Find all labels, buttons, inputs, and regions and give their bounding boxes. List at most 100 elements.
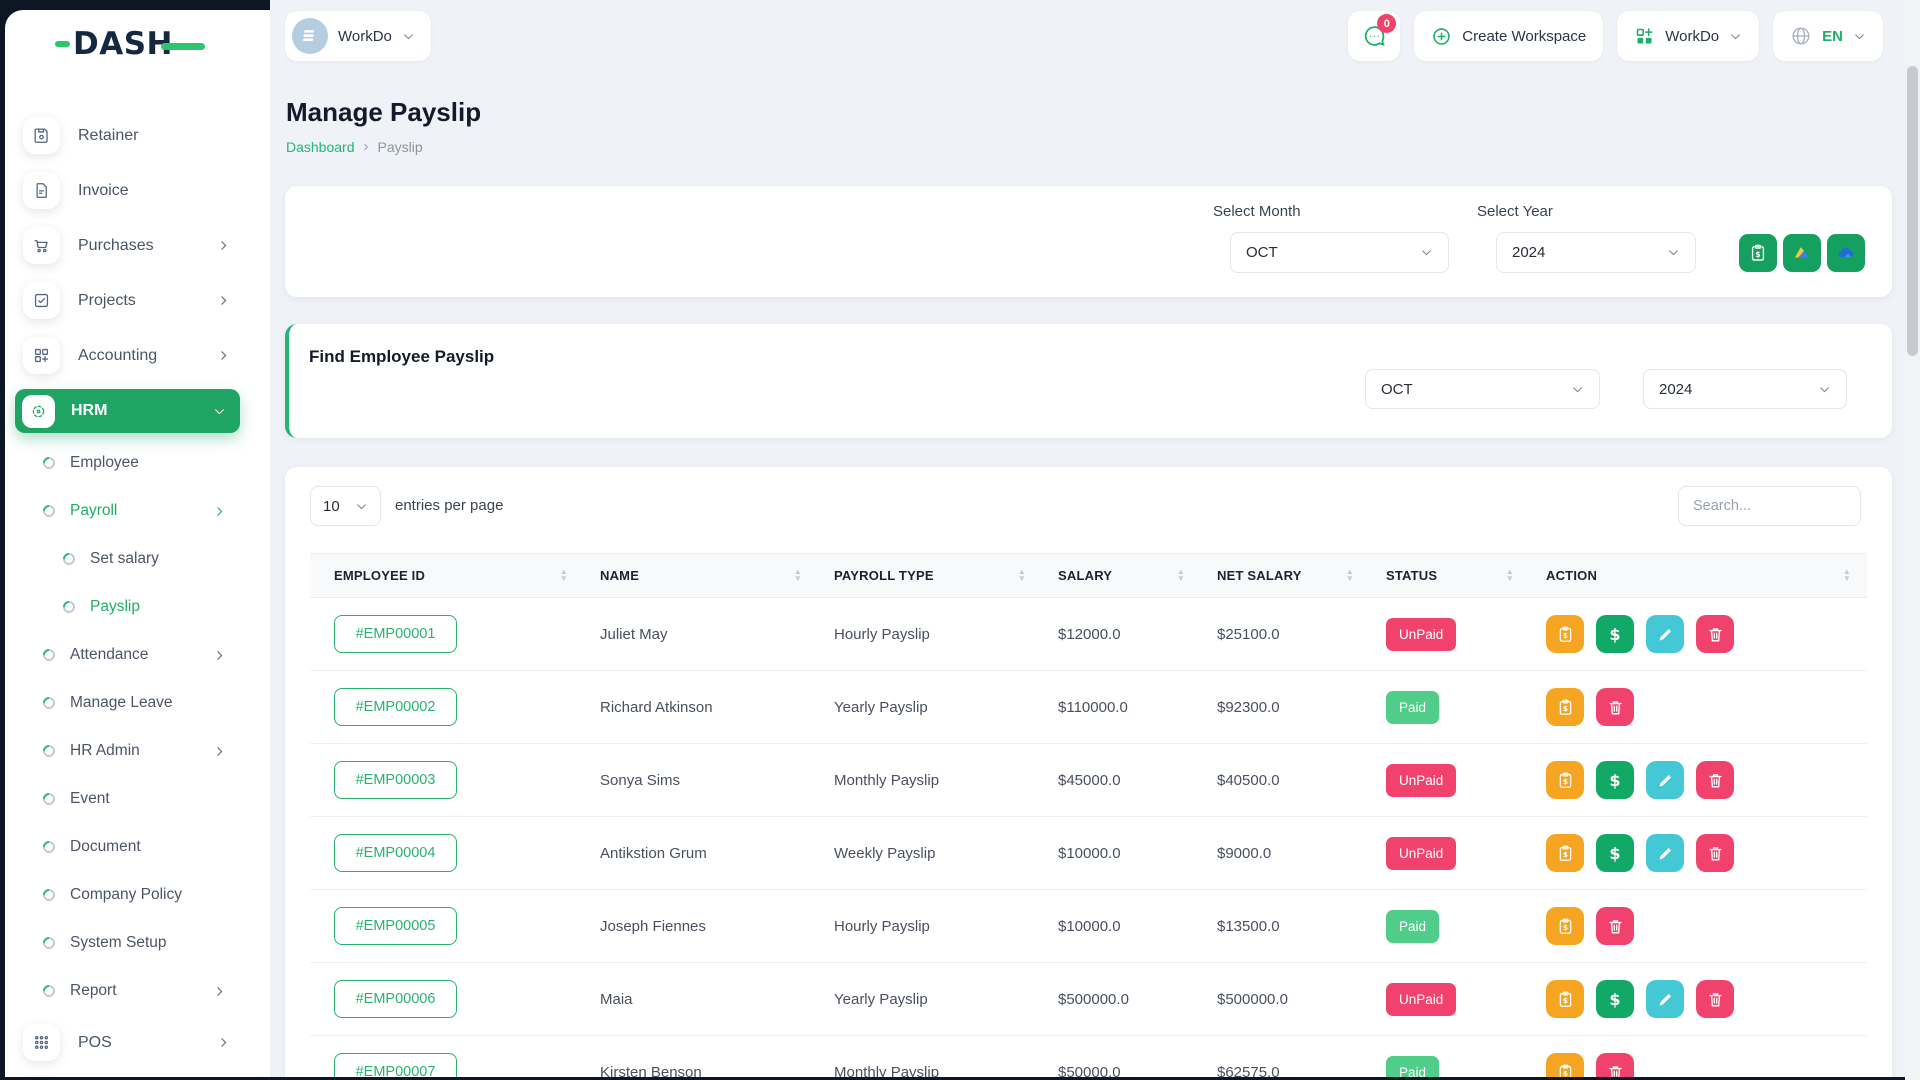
- bullet-icon: [40, 646, 58, 664]
- payslip-button[interactable]: $: [1546, 980, 1584, 1018]
- svg-text:$: $: [1563, 923, 1568, 932]
- sidebar-item-attendance[interactable]: Attendance: [5, 631, 270, 679]
- scrollbar-thumb[interactable]: [1907, 66, 1918, 356]
- pay-button[interactable]: $: [1596, 834, 1634, 872]
- grid-plus-icon: [23, 337, 60, 374]
- row-actions: $ $: [1546, 761, 1867, 799]
- sidebar-item-crm[interactable]: CRM: [5, 1070, 270, 1077]
- delete-button[interactable]: [1696, 615, 1734, 653]
- invoice-icon: [23, 172, 60, 209]
- sidebar-item-payslip[interactable]: Payslip: [5, 583, 270, 631]
- column-header-net-salary[interactable]: NET SALARY ▲ ▼: [1217, 567, 1354, 583]
- table-row: #EMP00001 Juliet May Hourly Payslip $120…: [310, 598, 1867, 671]
- sort-icon[interactable]: ▲ ▼: [793, 567, 802, 583]
- dash-logo[interactable]: DASH: [55, 26, 270, 62]
- sort-icon[interactable]: ▲ ▼: [1176, 567, 1185, 583]
- sidebar-item-projects[interactable]: Projects: [5, 273, 270, 328]
- payslip-button[interactable]: $: [1546, 615, 1584, 653]
- sidebar-item-event[interactable]: Event: [5, 775, 270, 823]
- onedrive-button[interactable]: [1827, 234, 1865, 272]
- employee-name: Kirsten Benson: [600, 1063, 702, 1078]
- payslip-filter-card: Select Month OCT Select Year 2024 $: [285, 186, 1892, 297]
- create-workspace-button[interactable]: Create Workspace: [1414, 11, 1604, 61]
- sort-icon[interactable]: ▲ ▼: [1017, 567, 1026, 583]
- delete-button[interactable]: [1696, 980, 1734, 1018]
- status-badge: Paid: [1386, 690, 1440, 724]
- trash-icon: [1608, 700, 1622, 715]
- employee-id-badge[interactable]: #EMP00007: [334, 1053, 457, 1077]
- employee-id-badge[interactable]: #EMP00005: [334, 907, 457, 945]
- google-drive-button[interactable]: [1783, 234, 1821, 272]
- sidebar-item-invoice[interactable]: Invoice: [5, 163, 270, 218]
- salary: $500000.0: [1058, 990, 1129, 1008]
- sidebar-item-company-policy[interactable]: Company Policy: [5, 871, 270, 919]
- employee-id-badge[interactable]: #EMP00006: [334, 980, 457, 1018]
- sort-icon[interactable]: ▲ ▼: [559, 567, 568, 583]
- employee-id-badge[interactable]: #EMP00004: [334, 834, 457, 872]
- column-header-payroll-type[interactable]: PAYROLL TYPE ▲ ▼: [834, 567, 1026, 583]
- find-year-select[interactable]: 2024: [1643, 369, 1847, 409]
- delete-button[interactable]: [1696, 761, 1734, 799]
- employee-name: Richard Atkinson: [600, 698, 713, 716]
- svg-text:$: $: [1755, 250, 1760, 259]
- payslip-button[interactable]: $: [1546, 834, 1584, 872]
- sidebar-item-system-setup[interactable]: System Setup: [5, 919, 270, 967]
- sidebar-item-set-salary[interactable]: Set salary: [5, 535, 270, 583]
- employee-id-badge[interactable]: #EMP00002: [334, 688, 457, 726]
- sidebar-item-employee[interactable]: Employee: [5, 439, 270, 487]
- pay-button[interactable]: $: [1596, 615, 1634, 653]
- breadcrumb-dashboard-link[interactable]: Dashboard: [286, 138, 355, 155]
- column-header-status[interactable]: STATUS ▲ ▼: [1386, 567, 1514, 583]
- delete-button[interactable]: [1596, 688, 1634, 726]
- workdo-menu-button[interactable]: WorkDo: [1617, 11, 1760, 61]
- edit-button[interactable]: [1646, 834, 1684, 872]
- column-header-employee-id[interactable]: EMPLOYEE ID ▲ ▼: [334, 567, 568, 583]
- edit-button[interactable]: [1646, 761, 1684, 799]
- sort-icon[interactable]: ▲ ▼: [1842, 567, 1851, 583]
- sort-icon[interactable]: ▲ ▼: [1505, 567, 1514, 583]
- entries-per-page-select[interactable]: 10: [310, 486, 381, 526]
- row-actions: $ $: [1546, 615, 1867, 653]
- payroll-type: Yearly Payslip: [834, 698, 928, 716]
- sidebar-item-payroll[interactable]: Payroll: [5, 487, 270, 535]
- sidebar-item-accounting[interactable]: Accounting: [5, 328, 270, 383]
- column-header-name[interactable]: NAME ▲ ▼: [600, 567, 802, 583]
- payslip-button[interactable]: $: [1546, 688, 1584, 726]
- edit-button[interactable]: [1646, 980, 1684, 1018]
- delete-button[interactable]: [1596, 1053, 1634, 1077]
- breadcrumb-current: Payslip: [377, 138, 423, 155]
- payslip-button[interactable]: $: [1546, 1053, 1584, 1077]
- workspace-switcher[interactable]: WorkDo: [285, 11, 431, 61]
- language-selector[interactable]: EN: [1773, 11, 1883, 61]
- column-header-action[interactable]: ACTION ▲ ▼: [1546, 567, 1851, 583]
- sidebar-item-hrm[interactable]: HRM: [5, 383, 270, 439]
- sidebar-item-hr-admin[interactable]: HR Admin: [5, 727, 270, 775]
- delete-button[interactable]: [1596, 907, 1634, 945]
- sidebar-item-pos[interactable]: POS: [5, 1015, 270, 1070]
- page-scrollbar[interactable]: [1905, 0, 1920, 1080]
- delete-button[interactable]: [1696, 834, 1734, 872]
- sidebar-item-document[interactable]: Document: [5, 823, 270, 871]
- pay-button[interactable]: $: [1596, 980, 1634, 1018]
- floppy-icon: [23, 117, 60, 154]
- pay-button[interactable]: $: [1596, 761, 1634, 799]
- payslip-button[interactable]: $: [1546, 761, 1584, 799]
- find-month-select[interactable]: OCT: [1365, 369, 1600, 409]
- year-select[interactable]: 2024: [1496, 232, 1696, 273]
- sort-icon[interactable]: ▲ ▼: [1345, 567, 1354, 583]
- sidebar-item-retainer[interactable]: Retainer: [5, 108, 270, 163]
- payslip-button[interactable]: $: [1546, 907, 1584, 945]
- employee-id-badge[interactable]: #EMP00001: [334, 615, 457, 653]
- column-header-salary[interactable]: SALARY ▲ ▼: [1058, 567, 1185, 583]
- edit-button[interactable]: [1646, 615, 1684, 653]
- sidebar-item-purchases[interactable]: Purchases: [5, 218, 270, 273]
- sidebar-item-report[interactable]: Report: [5, 967, 270, 1015]
- sidebar-item-label: Retainer: [78, 126, 139, 144]
- entries-per-page-label: entries per page: [395, 497, 504, 514]
- bulk-payslip-button[interactable]: $: [1739, 234, 1777, 272]
- search-input[interactable]: [1678, 486, 1861, 526]
- month-select[interactable]: OCT: [1230, 232, 1449, 273]
- sidebar-item-manage-leave[interactable]: Manage Leave: [5, 679, 270, 727]
- notifications-button[interactable]: 0: [1348, 11, 1401, 61]
- employee-id-badge[interactable]: #EMP00003: [334, 761, 457, 799]
